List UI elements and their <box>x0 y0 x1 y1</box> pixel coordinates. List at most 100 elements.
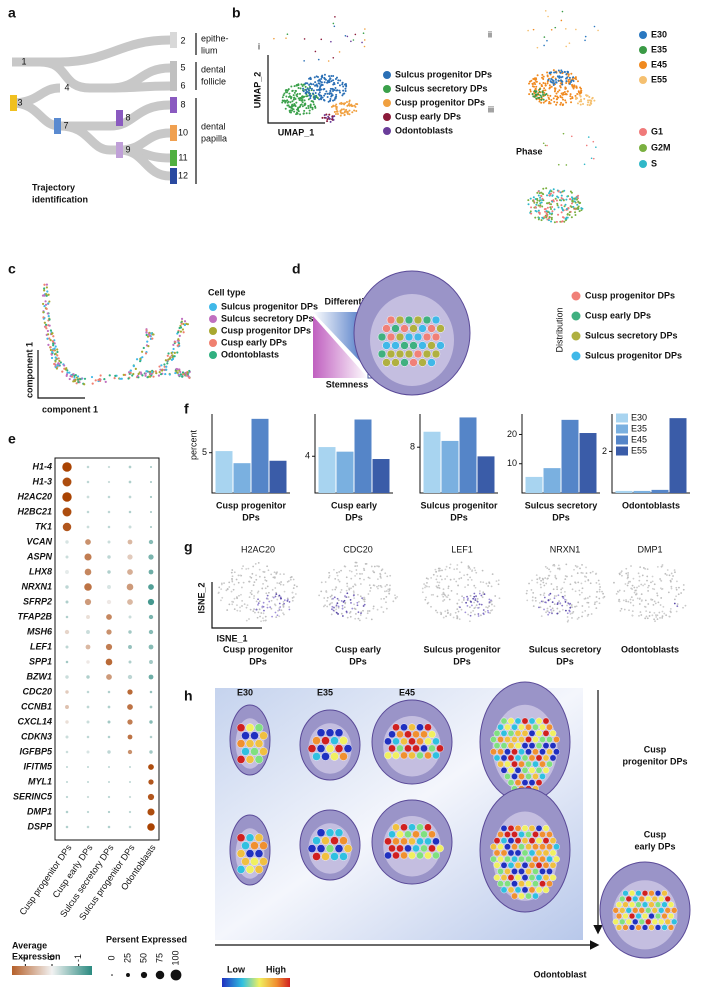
cell-point <box>682 584 685 586</box>
cell-point <box>285 95 288 98</box>
spot <box>514 729 522 737</box>
cell-point <box>278 582 281 585</box>
cell-point <box>482 593 485 595</box>
cell-point <box>449 613 452 615</box>
cell-point <box>666 569 669 571</box>
cell-point <box>235 578 238 581</box>
tick-label: 75 <box>154 953 164 963</box>
spot <box>404 349 414 359</box>
cell-point <box>561 190 564 193</box>
size-key <box>126 973 130 977</box>
cell-point <box>328 571 331 574</box>
cell-point <box>363 578 365 581</box>
spot <box>493 861 501 869</box>
cell-point <box>303 99 306 102</box>
cell-point <box>278 594 281 597</box>
cell-point <box>309 97 312 100</box>
tissue <box>383 715 441 777</box>
cell-point <box>577 205 580 208</box>
cell-point <box>531 92 534 95</box>
cell-point <box>647 603 650 605</box>
cell-point <box>250 576 253 579</box>
cell-point <box>575 78 578 81</box>
cell-point <box>482 581 485 584</box>
panel-label: d <box>292 261 301 277</box>
cell-point <box>356 604 359 607</box>
cell-point <box>294 105 297 108</box>
cell-point <box>305 107 308 110</box>
cell-point <box>546 94 549 97</box>
spot <box>528 886 536 894</box>
cell-point <box>556 90 559 93</box>
cell-point <box>302 112 305 115</box>
cell-point <box>479 581 482 583</box>
cell-point <box>365 562 368 565</box>
cell-point <box>292 596 295 598</box>
cell-point <box>565 45 567 48</box>
cell-point <box>551 607 554 610</box>
cell-point <box>550 218 553 221</box>
cell-point <box>554 71 557 74</box>
spot <box>645 895 652 903</box>
cell-point <box>555 199 558 202</box>
cell-point <box>660 597 663 599</box>
cell-point <box>132 365 135 368</box>
cell-point <box>349 598 352 601</box>
spot <box>651 895 658 903</box>
cell-point <box>555 98 558 101</box>
branch <box>59 121 171 155</box>
cell-point <box>348 612 351 614</box>
cell-point <box>572 79 575 82</box>
spot <box>658 918 665 925</box>
spot <box>416 837 424 846</box>
cell-point <box>581 605 584 607</box>
dot <box>147 823 155 831</box>
cell-point <box>348 104 351 107</box>
cell-point <box>543 208 546 211</box>
cell-point <box>564 594 566 597</box>
spot <box>245 849 255 858</box>
bar <box>354 419 372 493</box>
branch <box>12 57 171 93</box>
cell-point <box>670 572 673 575</box>
cell-point <box>643 605 646 608</box>
cell-point <box>675 588 678 591</box>
legend-swatch <box>383 85 391 93</box>
cell-point <box>460 608 463 611</box>
cell-point <box>565 164 568 166</box>
cell-point <box>108 374 111 377</box>
cell-point <box>469 568 472 570</box>
spot <box>504 748 511 756</box>
cell-point <box>585 566 587 569</box>
cell-point <box>329 87 332 90</box>
cell-point <box>552 609 555 612</box>
cell-point <box>468 620 471 623</box>
node-label: 8 <box>125 112 130 122</box>
cell-point <box>449 563 452 566</box>
cell-point <box>535 90 538 93</box>
cell-point <box>338 102 341 105</box>
dot <box>128 810 132 814</box>
spot <box>542 886 550 894</box>
cell-point <box>560 76 563 79</box>
cell-point <box>635 593 637 596</box>
cell-point <box>564 598 566 601</box>
chart-title: DPs <box>450 512 468 522</box>
branch <box>109 81 171 93</box>
cell-point <box>326 92 329 95</box>
cell-point <box>258 608 261 611</box>
dot <box>127 749 133 755</box>
cell-point <box>475 604 478 607</box>
cell-point <box>284 91 287 94</box>
gradient-triangle <box>313 316 368 378</box>
dot <box>65 540 69 544</box>
cell-point <box>549 605 552 608</box>
bar <box>561 419 579 493</box>
cell-point <box>363 39 366 41</box>
dot <box>62 492 72 502</box>
dot <box>148 584 154 590</box>
dot <box>107 570 111 574</box>
cell-point <box>323 77 326 80</box>
spot <box>525 880 532 888</box>
cell-point <box>585 94 588 97</box>
